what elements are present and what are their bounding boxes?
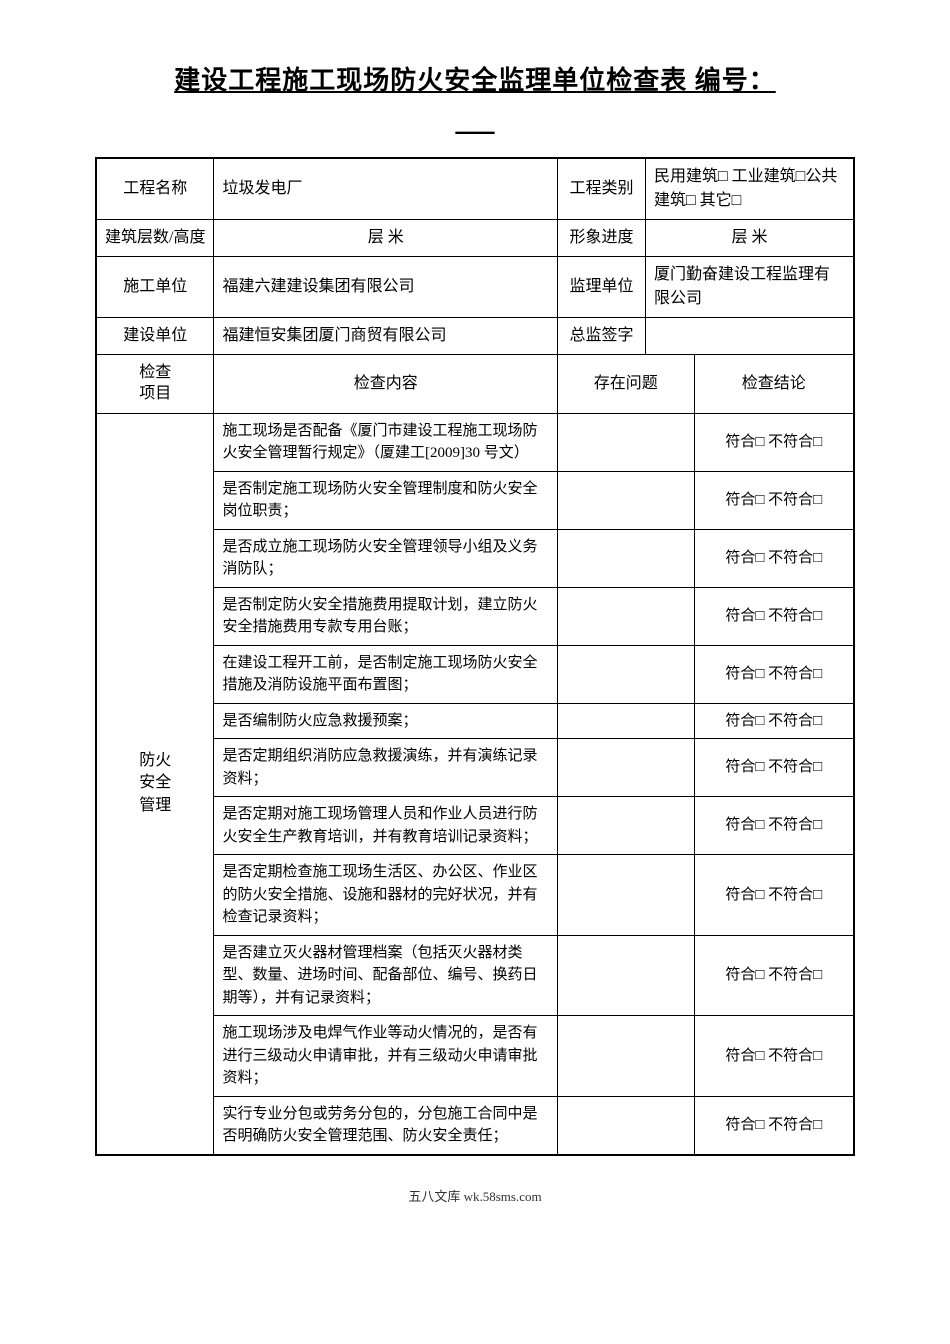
director-sign-value: [645, 318, 854, 355]
issues-cell: [557, 587, 694, 645]
supervision-unit-label: 监理单位: [557, 257, 645, 318]
conclusion-cell: 符合□ 不符合□: [694, 1016, 854, 1097]
conclusion-cell: 符合□ 不符合□: [694, 413, 854, 471]
check-content-item: 实行专业分包或劳务分包的，分包施工合同中是否明确防火安全管理范围、防火安全责任；: [214, 1096, 558, 1155]
check-content-item: 是否制定施工现场防火安全管理制度和防火安全岗位职责；: [214, 471, 558, 529]
check-content-item: 施工现场是否配备《厦门市建设工程施工现场防火安全管理暂行规定》（厦建工[2009…: [214, 413, 558, 471]
issues-cell: [557, 645, 694, 703]
info-row-2: 建筑层数/高度 层 米 形象进度 层 米: [96, 220, 854, 257]
issues-cell: [557, 739, 694, 797]
image-progress-value: 层 米: [645, 220, 854, 257]
conclusion-cell: 符合□ 不符合□: [694, 587, 854, 645]
issues-cell: [557, 529, 694, 587]
build-unit-label: 建设单位: [96, 318, 214, 355]
project-name-value: 垃圾发电厂: [214, 158, 558, 220]
table-row: 防火安全管理 施工现场是否配备《厦门市建设工程施工现场防火安全管理暂行规定》（厦…: [96, 413, 854, 471]
conclusion-cell: 符合□ 不符合□: [694, 645, 854, 703]
inspection-table: 工程名称 垃圾发电厂 工程类别 民用建筑□ 工业建筑□公共建筑□ 其它□ 建筑层…: [95, 157, 855, 1156]
check-content-item: 施工现场涉及电焊气作业等动火情况的，是否有进行三级动火申请审批，并有三级动火申请…: [214, 1016, 558, 1097]
check-content-item: 是否制定防火安全措施费用提取计划，建立防火安全措施费用专款专用台账；: [214, 587, 558, 645]
issues-cell: [557, 1016, 694, 1097]
category-label: 防火安全管理: [96, 413, 214, 1155]
conclusion-cell: 符合□ 不符合□: [694, 739, 854, 797]
info-row-4: 建设单位 福建恒安集团厦门商贸有限公司 总监签字: [96, 318, 854, 355]
existing-issues-header: 存在问题: [557, 355, 694, 414]
project-type-value: 民用建筑□ 工业建筑□公共建筑□ 其它□: [645, 158, 854, 220]
table-header-row: 检查项目 检查内容 存在问题 检查结论: [96, 355, 854, 414]
check-content-item: 是否定期检查施工现场生活区、办公区、作业区的防火安全措施、设施和器材的完好状况，…: [214, 855, 558, 936]
issues-cell: [557, 855, 694, 936]
page-title: 建设工程施工现场防火安全监理单位检查表 编号：: [95, 60, 855, 97]
issues-cell: [557, 935, 694, 1016]
issues-cell: [557, 471, 694, 529]
conclusion-cell: 符合□ 不符合□: [694, 529, 854, 587]
issues-cell: [557, 413, 694, 471]
project-name-label: 工程名称: [96, 158, 214, 220]
info-row-3: 施工单位 福建六建建设集团有限公司 监理单位 厦门勤奋建设工程监理有限公司: [96, 257, 854, 318]
check-content-item: 是否编制防火应急救援预案；: [214, 703, 558, 739]
check-conclusion-header: 检查结论: [694, 355, 854, 414]
project-type-label: 工程类别: [557, 158, 645, 220]
check-content-item: 是否建立灭火器材管理档案（包括灭火器材类型、数量、进场时间、配备部位、编号、换药…: [214, 935, 558, 1016]
check-content-header: 检查内容: [214, 355, 558, 414]
issues-cell: [557, 1096, 694, 1155]
check-content-item: 是否成立施工现场防火安全管理领导小组及义务消防队；: [214, 529, 558, 587]
issues-cell: [557, 703, 694, 739]
image-progress-label: 形象进度: [557, 220, 645, 257]
conclusion-cell: 符合□ 不符合□: [694, 471, 854, 529]
page-title-underscore: ___: [95, 107, 855, 137]
check-content-item: 在建设工程开工前，是否制定施工现场防火安全措施及消防设施平面布置图；: [214, 645, 558, 703]
info-row-1: 工程名称 垃圾发电厂 工程类别 民用建筑□ 工业建筑□公共建筑□ 其它□: [96, 158, 854, 220]
conclusion-cell: 符合□ 不符合□: [694, 935, 854, 1016]
check-item-header: 检查项目: [96, 355, 214, 414]
check-content-item: 是否定期组织消防应急救援演练，并有演练记录资料；: [214, 739, 558, 797]
conclusion-cell: 符合□ 不符合□: [694, 1096, 854, 1155]
conclusion-cell: 符合□ 不符合□: [694, 797, 854, 855]
director-sign-label: 总监签字: [557, 318, 645, 355]
construction-unit-label: 施工单位: [96, 257, 214, 318]
conclusion-cell: 符合□ 不符合□: [694, 703, 854, 739]
floors-height-value: 层 米: [214, 220, 558, 257]
build-unit-value: 福建恒安集团厦门商贸有限公司: [214, 318, 558, 355]
conclusion-cell: 符合□ 不符合□: [694, 855, 854, 936]
supervision-unit-value: 厦门勤奋建设工程监理有限公司: [645, 257, 854, 318]
check-content-item: 是否定期对施工现场管理人员和作业人员进行防火安全生产教育培训，并有教育培训记录资…: [214, 797, 558, 855]
page-footer: 五八文库 wk.58sms.com: [95, 1186, 855, 1205]
construction-unit-value: 福建六建建设集团有限公司: [214, 257, 558, 318]
floors-height-label: 建筑层数/高度: [96, 220, 214, 257]
issues-cell: [557, 797, 694, 855]
